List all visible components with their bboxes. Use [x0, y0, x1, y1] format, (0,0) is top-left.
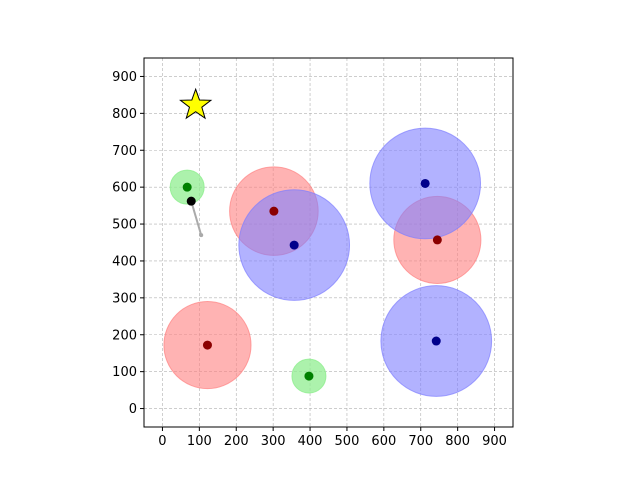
x-tick-label: 200: [224, 434, 249, 449]
x-tick-label: 400: [298, 434, 323, 449]
y-tick-label: 700: [112, 144, 137, 159]
blue-point: [420, 178, 430, 188]
blue-point: [289, 240, 299, 250]
blue-point: [431, 336, 441, 346]
data-layer: [163, 87, 493, 397]
y-tick-label: 200: [112, 328, 137, 343]
trail-line: [190, 200, 203, 236]
trail-end-point: [199, 233, 204, 238]
red-point: [432, 235, 442, 245]
x-tick-label: 500: [335, 434, 360, 449]
axis-ticks: 0 100 200 300 400 500 600 700 800 900 0 100 200 300 40…: [112, 70, 507, 449]
y-tick-label: 300: [112, 291, 137, 306]
green-point: [182, 182, 192, 192]
x-tick-label: 0: [158, 434, 166, 449]
red-point: [269, 206, 279, 216]
y-tick-label: 0: [129, 402, 137, 417]
green-point: [304, 371, 314, 381]
goal-star-icon: [179, 87, 213, 120]
agent-point: [186, 196, 196, 206]
red-point: [202, 340, 212, 350]
x-tick-label: 100: [187, 434, 212, 449]
y-tick-label: 600: [112, 181, 137, 196]
y-tick-label: 800: [112, 107, 137, 122]
y-tick-label: 900: [112, 70, 137, 85]
y-tick-label: 100: [112, 365, 137, 380]
plot-frame: [143, 57, 514, 428]
x-tick-label: 900: [482, 434, 507, 449]
x-tick-label: 700: [408, 434, 433, 449]
y-tick-label: 400: [112, 254, 137, 269]
x-tick-label: 600: [371, 434, 396, 449]
x-tick-label: 800: [445, 434, 470, 449]
x-tick-label: 300: [261, 434, 286, 449]
y-tick-label: 500: [112, 218, 137, 233]
